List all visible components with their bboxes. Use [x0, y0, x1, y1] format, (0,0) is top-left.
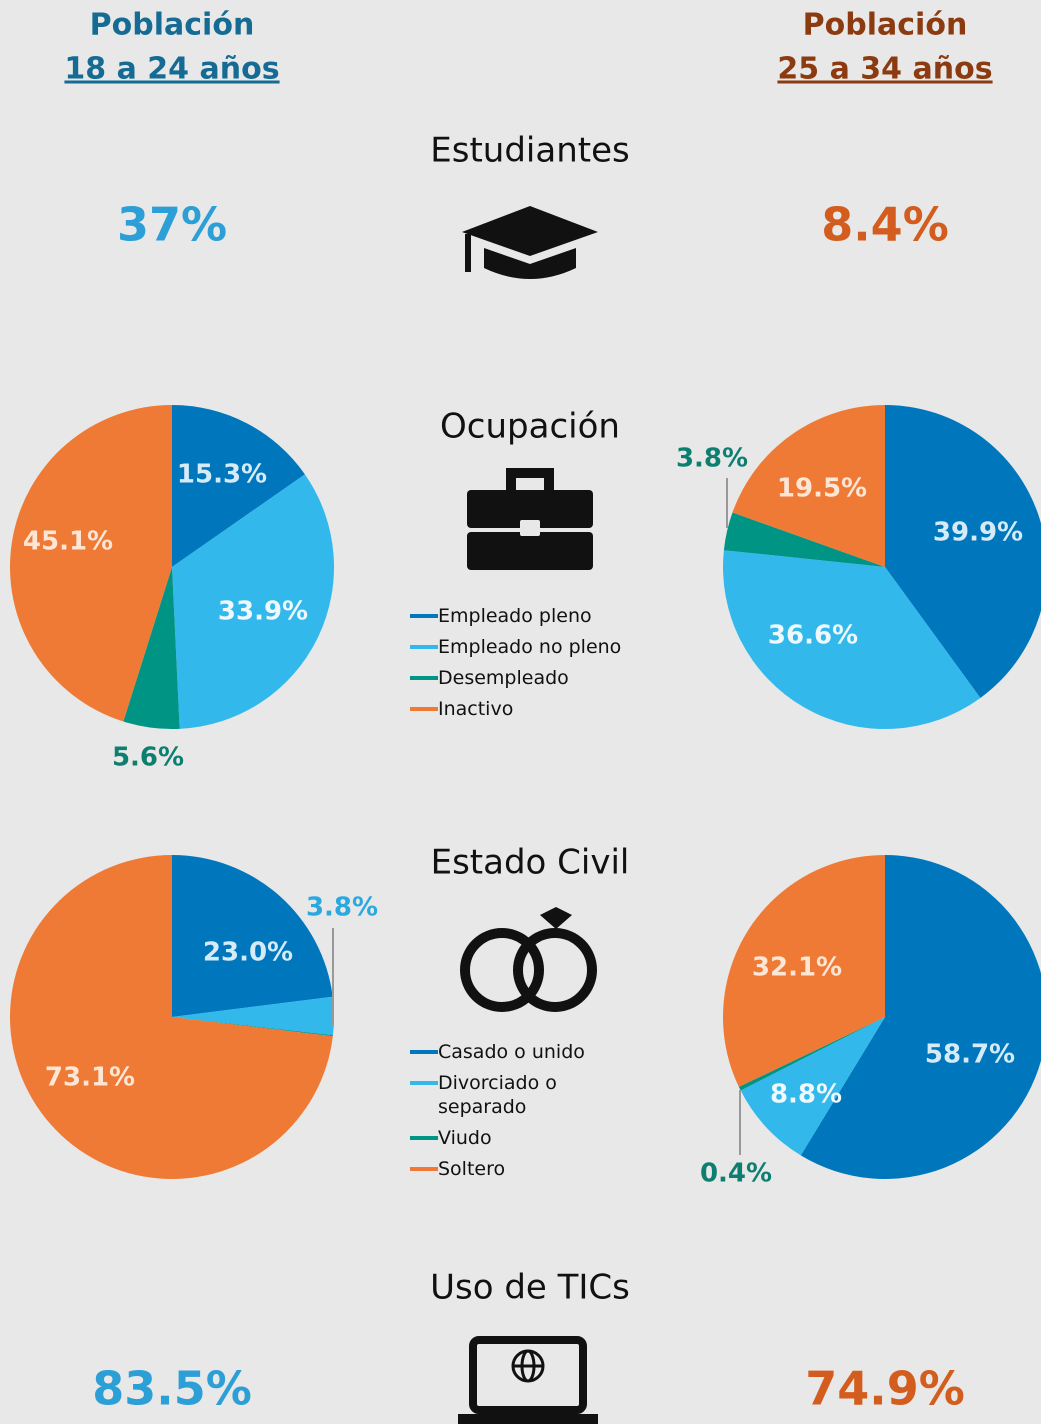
legend: Casado o unido Divorciado o separado Viudo… — [410, 1040, 650, 1188]
legend-item: Casado o unido — [410, 1040, 650, 1064]
stat: 37% — [117, 198, 227, 252]
legend-marker — [410, 1050, 438, 1054]
pie-slice — [723, 855, 885, 1087]
legend-item: Divorciado o separado — [410, 1071, 650, 1119]
data-label: 32.1% — [752, 953, 842, 983]
pie-slice — [172, 405, 305, 567]
legend-label: Inactivo — [438, 698, 514, 720]
legend-item: Inactivo — [410, 697, 650, 721]
pie-slice — [885, 405, 1041, 698]
pie-slice — [10, 405, 172, 722]
section-title: Ocupación — [440, 407, 620, 447]
legend-marker — [410, 1081, 438, 1085]
legend-item: Viudo — [410, 1126, 650, 1150]
legend-marker — [410, 645, 438, 649]
header-title: Población — [90, 8, 255, 43]
briefcase-icon — [467, 468, 593, 570]
legend-marker — [410, 707, 438, 711]
data-label: 33.9% — [218, 597, 308, 627]
section-title: Uso de TICs — [430, 1268, 630, 1308]
pie-slice — [172, 1017, 333, 1037]
cap-icon — [462, 206, 598, 279]
pie-slice — [172, 855, 333, 1017]
stat: 74.9% — [805, 1362, 965, 1416]
legend-item: Empleado pleno — [410, 604, 650, 628]
header-subtitle: 25 a 34 años — [777, 52, 992, 87]
pie-slice — [123, 567, 180, 729]
legend-marker — [410, 614, 438, 618]
legend-label: Casado o unido — [438, 1041, 585, 1063]
stat: 8.4% — [821, 198, 949, 252]
pie-slice — [740, 1017, 885, 1156]
data-label: 23.0% — [203, 938, 293, 968]
section-title: Estado Civil — [431, 843, 630, 883]
pie-slice — [723, 550, 981, 729]
header-subtitle: 18 a 24 años — [64, 52, 279, 87]
header-title: Población — [803, 8, 968, 43]
laptop-icon — [458, 1336, 598, 1424]
pie-slice — [732, 405, 885, 567]
legend-label: Empleado no pleno — [438, 636, 622, 658]
pie-slice — [9, 855, 333, 1179]
legend-item: Empleado no pleno — [410, 635, 650, 659]
legend-marker — [410, 676, 438, 680]
data-label: 5.6% — [112, 743, 184, 773]
legend-marker — [410, 1136, 438, 1140]
legend: Empleado pleno Empleado no pleno Desemplea… — [410, 604, 650, 728]
data-label: 58.7% — [925, 1040, 1015, 1070]
legend-label: Desempleado — [438, 667, 569, 689]
stat: 83.5% — [92, 1362, 252, 1416]
legend-marker — [410, 1167, 438, 1171]
pie-slice — [738, 1017, 885, 1091]
pie-slice — [800, 855, 1041, 1179]
data-label: 73.1% — [45, 1063, 135, 1093]
data-label: 39.9% — [933, 518, 1023, 548]
legend-label: Viudo — [438, 1127, 492, 1149]
data-label: 19.5% — [777, 474, 867, 504]
legend-item: Desempleado — [410, 666, 650, 690]
legend-label: Soltero — [438, 1158, 506, 1180]
legend-label: Divorciado o separado — [438, 1072, 557, 1118]
data-label: 15.3% — [177, 460, 267, 490]
pie-slice — [172, 996, 335, 1036]
rings-icon — [460, 907, 597, 1012]
data-label: 45.1% — [23, 527, 113, 557]
data-label: 0.4% — [700, 1159, 772, 1189]
pie-slice — [723, 512, 885, 567]
data-label: 36.6% — [768, 621, 858, 651]
legend-item: Soltero — [410, 1157, 650, 1181]
data-label: 3.8% — [676, 444, 748, 474]
section-title: Estudiantes — [430, 131, 629, 171]
data-label: 8.8% — [770, 1080, 842, 1110]
data-label: 3.8% — [306, 893, 378, 923]
legend-label: Empleado pleno — [438, 605, 592, 627]
pie-slice — [172, 474, 335, 729]
